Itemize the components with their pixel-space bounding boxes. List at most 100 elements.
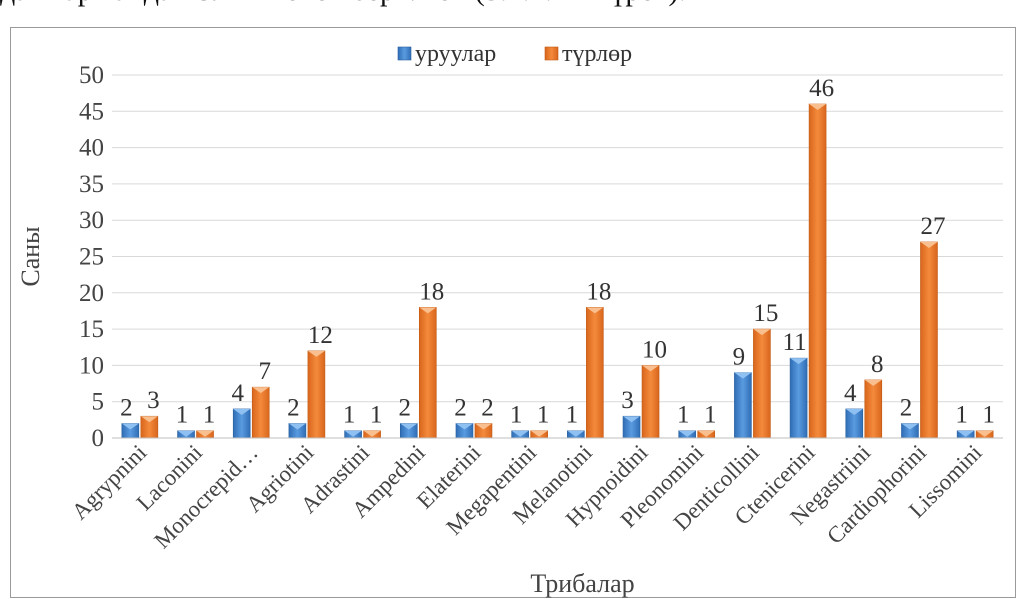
genera-data-label: 4 (231, 380, 244, 407)
header-text: даги ар кандай саны менен берилген (5.1.… (0, 0, 1019, 14)
species-data-label: 15 (753, 300, 778, 327)
bar-cap (196, 430, 214, 437)
species-data-label: 46 (809, 75, 834, 102)
genera-data-label: 3 (621, 387, 634, 414)
genera-data-label: 2 (287, 394, 300, 421)
bar-cap (140, 416, 158, 423)
bar-cap (530, 430, 548, 437)
y-tick-label: 25 (79, 244, 104, 271)
bar-cap (734, 372, 752, 379)
y-axis-title: Саны (16, 226, 45, 286)
y-tick-label: 10 (79, 352, 104, 379)
species-data-label: 1 (370, 402, 383, 429)
bars-layer (121, 103, 994, 439)
bar-cap (344, 430, 362, 437)
bar-cap (419, 307, 437, 314)
species-bar (753, 328, 771, 439)
bar-cap (678, 430, 696, 437)
genera-data-label: 2 (454, 394, 467, 421)
species-data-label: 18 (419, 278, 444, 305)
bar-cap (901, 423, 919, 430)
species-bar (641, 365, 660, 439)
species-bar (418, 307, 437, 439)
genera-data-label: 1 (677, 402, 690, 429)
bar-cap (400, 423, 418, 430)
legend-label-species: түрлөр (562, 41, 632, 67)
y-tick-label: 0 (92, 425, 105, 452)
axis-layer: 05101520253035404550AgrypniniLaconiniMon… (16, 62, 1003, 598)
bar-cap (845, 408, 863, 415)
bar-cap (288, 423, 306, 430)
bar-cap (511, 430, 529, 437)
genera-bar (734, 372, 752, 439)
y-tick-label: 45 (79, 98, 104, 125)
genera-bar (789, 357, 808, 439)
bar-cap (177, 430, 195, 437)
species-data-label: 1 (704, 402, 717, 429)
bar-cap (623, 416, 641, 423)
genera-data-label: 1 (566, 402, 579, 429)
genera-data-label: 2 (900, 394, 913, 421)
x-axis-title: Трибалар (530, 569, 634, 598)
x-tick-label: Agrypnini (67, 440, 152, 525)
bar-cap (252, 387, 270, 394)
species-data-label: 10 (642, 336, 667, 363)
species-data-label: 12 (308, 322, 333, 349)
y-tick-label: 30 (79, 207, 104, 234)
y-tick-label: 35 (79, 171, 104, 198)
bar-cap (474, 423, 492, 430)
species-bar (808, 103, 827, 439)
bar-cap (864, 379, 882, 386)
legend-label-genera: уруулар (415, 41, 496, 67)
genera-data-label: 1 (176, 402, 189, 429)
y-tick-label: 5 (92, 389, 105, 416)
species-bar (864, 379, 883, 439)
bar-cap (809, 104, 827, 111)
genera-data-label: 2 (399, 394, 412, 421)
y-tick-label: 50 (79, 62, 104, 89)
species-bar (586, 307, 604, 439)
species-data-label: 8 (871, 351, 884, 378)
bar-cap (753, 329, 771, 336)
genera-data-label: 9 (733, 344, 746, 371)
bar-cap (233, 408, 251, 415)
species-data-label: 1 (982, 402, 995, 429)
species-bar (251, 386, 270, 439)
species-data-label: 2 (481, 394, 494, 421)
species-bar (307, 350, 326, 439)
legend: уруулар түрлөр (397, 41, 632, 67)
legend-swatch-species (544, 46, 559, 61)
species-data-label: 27 (920, 213, 945, 240)
y-tick-label: 20 (79, 280, 104, 307)
chart-frame: 2 3 1 1 4 7 2 12 1 1 2 18 2 2 1 1 1 18 3 10 1 1 9 15 11 46 4 8 2 27 1 1… (10, 27, 1016, 598)
bar-cap (455, 423, 473, 430)
species-data-label: 18 (586, 278, 611, 305)
bar-cap (920, 241, 938, 248)
bar-cap (567, 430, 585, 437)
bar-cap (121, 423, 139, 430)
y-tick-label: 15 (79, 316, 104, 343)
species-data-label: 1 (203, 402, 216, 429)
species-data-label: 3 (147, 387, 160, 414)
genera-data-label: 11 (783, 329, 807, 356)
y-tick-label: 40 (79, 135, 104, 162)
genera-data-label: 1 (510, 402, 523, 429)
legend-swatch-genera (397, 46, 412, 61)
bar-cap (697, 430, 715, 437)
bar-cap (790, 358, 808, 365)
species-data-label: 7 (258, 358, 271, 385)
bar-cap (586, 307, 604, 314)
genera-data-label: 4 (844, 380, 857, 407)
genera-data-label: 1 (343, 402, 356, 429)
bar-cap (307, 350, 325, 357)
species-data-label: 1 (537, 402, 550, 429)
bar-cap (976, 430, 994, 437)
genera-data-label: 2 (120, 394, 133, 421)
genera-data-label: 1 (955, 402, 968, 429)
bar-cap (363, 430, 381, 437)
bar-cap (957, 430, 975, 437)
bar-cap (642, 365, 660, 372)
species-bar (920, 241, 938, 439)
